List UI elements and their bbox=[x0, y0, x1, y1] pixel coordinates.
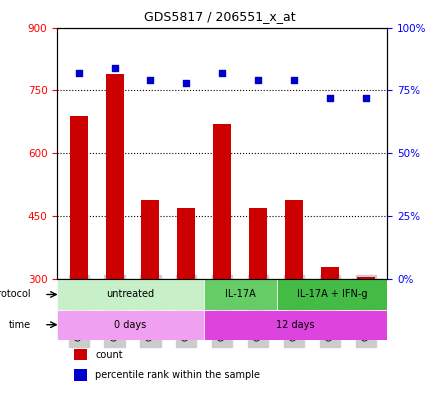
Bar bbox=[74, 349, 87, 360]
Bar bbox=[249, 208, 267, 279]
Bar bbox=[106, 73, 124, 279]
Bar bbox=[321, 267, 339, 279]
Bar bbox=[74, 369, 87, 380]
Bar bbox=[142, 200, 159, 279]
Text: count: count bbox=[95, 350, 123, 360]
Bar bbox=[357, 277, 374, 279]
Point bbox=[290, 77, 297, 84]
Bar bbox=[57, 279, 204, 310]
Bar bbox=[57, 310, 204, 340]
Point bbox=[362, 95, 369, 101]
Bar bbox=[277, 279, 387, 310]
Text: IL-17A: IL-17A bbox=[225, 290, 256, 299]
Point bbox=[147, 77, 154, 84]
Bar bbox=[177, 208, 195, 279]
Text: GDS5817 / 206551_x_at: GDS5817 / 206551_x_at bbox=[144, 10, 296, 23]
Text: 0 days: 0 days bbox=[114, 320, 147, 330]
Point bbox=[183, 80, 190, 86]
Point bbox=[326, 95, 334, 101]
Bar bbox=[204, 279, 277, 310]
Text: untreated: untreated bbox=[106, 290, 154, 299]
Bar bbox=[204, 310, 387, 340]
Text: percentile rank within the sample: percentile rank within the sample bbox=[95, 370, 260, 380]
Point bbox=[75, 70, 82, 76]
Text: protocol: protocol bbox=[0, 290, 31, 299]
Bar bbox=[70, 116, 88, 279]
Point bbox=[219, 70, 226, 76]
Text: IL-17A + IFN-g: IL-17A + IFN-g bbox=[297, 290, 367, 299]
Point bbox=[255, 77, 262, 84]
Bar bbox=[213, 124, 231, 279]
Point bbox=[111, 65, 118, 71]
Text: 12 days: 12 days bbox=[276, 320, 315, 330]
Bar bbox=[285, 200, 303, 279]
Text: time: time bbox=[9, 320, 31, 330]
